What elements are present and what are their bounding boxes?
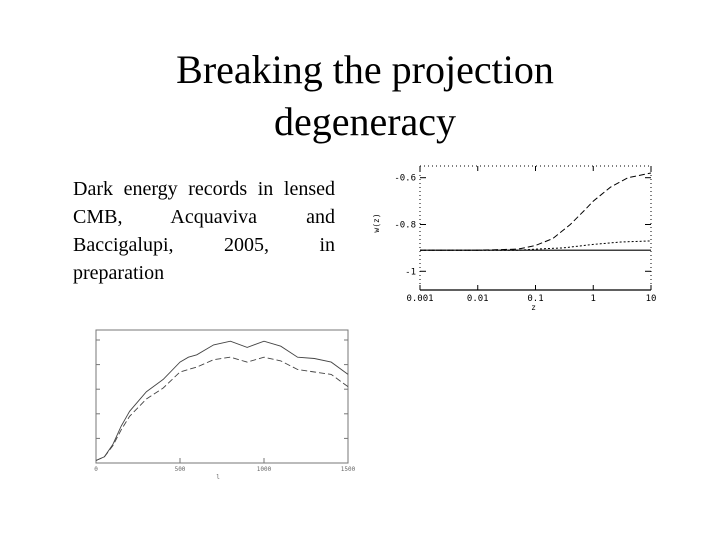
spectrum-chart-x-tick-label: 1000 (257, 466, 272, 473)
wz-chart-y-tick-label: -1 (405, 267, 416, 277)
wz-chart-series (420, 172, 652, 251)
wz-chart-frame (419, 165, 652, 291)
slide-title: Breaking the projection degeneracy (130, 44, 600, 148)
wz-chart-series-line-1 (420, 172, 652, 251)
wz-chart-x-label: z (531, 303, 536, 312)
spectrum-chart-labels: 0 500 1000 1500 l (94, 466, 355, 480)
title-line-1: Breaking the projection (176, 47, 554, 92)
wz-chart-x-tick-label: 0.01 (467, 294, 489, 304)
spectrum-chart-border (95, 329, 349, 464)
spectrum-chart-x-tick-label: 0 (94, 466, 98, 473)
wz-chart-x-tick-label: 1 (591, 294, 596, 304)
spectrum-chart-frame (95, 329, 349, 464)
spectrum-chart-ticks (95, 339, 349, 464)
wz-chart-border (419, 165, 652, 291)
spectrum-chart-x-label: l (216, 474, 220, 480)
wz-chart-y-tick-label: -0.6 (394, 174, 416, 184)
wz-chart-x-tick-label: 0.1 (527, 294, 543, 304)
wz-chart-x-tick-label: 0.001 (406, 294, 433, 304)
wz-chart-series-line-2 (420, 240, 652, 251)
title-line-2: degeneracy (273, 99, 457, 144)
spectrum-chart-series (95, 340, 349, 461)
wz-chart: 0.001 0.01 0.1 1 10 -0.6 -0.8 -1 z w(z) (372, 165, 656, 312)
wz-chart-labels: 0.001 0.01 0.1 1 10 -0.6 -0.8 -1 z w(z) (372, 174, 656, 312)
wz-chart-x-tick-label: 10 (646, 294, 657, 304)
wz-chart-y-tick-label: -0.8 (394, 220, 416, 230)
spectrum-chart-x-tick-label: 500 (175, 466, 186, 473)
spectrum-chart-series-line-1 (95, 340, 349, 461)
spectrum-chart: 0 500 1000 1500 l (94, 329, 356, 480)
spectrum-chart-series-line-2 (95, 356, 349, 461)
wz-chart-ticks (419, 166, 652, 290)
spectrum-chart-x-tick-label: 1500 (341, 466, 356, 473)
body-text: Dark energy records in lensed CMB, Acqua… (73, 178, 335, 284)
wz-chart-y-label: w(z) (372, 213, 381, 232)
